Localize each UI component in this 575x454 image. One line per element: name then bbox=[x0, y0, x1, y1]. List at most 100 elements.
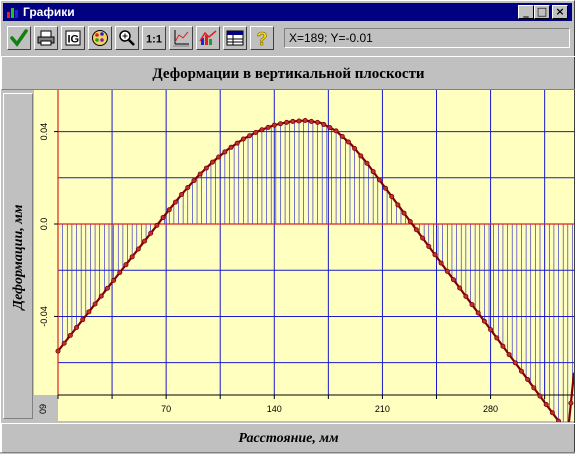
print-button[interactable] bbox=[34, 26, 58, 50]
data-point bbox=[432, 252, 438, 258]
y-axis-strip bbox=[34, 90, 58, 395]
corner-label: 09 bbox=[38, 404, 48, 414]
colors-button[interactable] bbox=[88, 26, 112, 50]
coords-readout: X=189; Y=-0.01 bbox=[284, 28, 570, 48]
checkmark-icon bbox=[10, 29, 28, 47]
data-point bbox=[506, 352, 512, 358]
data-point bbox=[104, 285, 110, 291]
y-axis-title: Деформации, мм bbox=[11, 204, 26, 310]
data-series bbox=[55, 117, 574, 422]
y-tick-label: -0.04 bbox=[39, 306, 49, 327]
data-point bbox=[463, 293, 469, 299]
data-point bbox=[469, 302, 475, 308]
data-point bbox=[315, 119, 321, 125]
chart-title: Деформации в вертикальной плоскости bbox=[1, 56, 575, 90]
chart-type-button[interactable] bbox=[196, 26, 220, 50]
data-point bbox=[148, 230, 154, 236]
help-button[interactable]: ? bbox=[250, 26, 274, 50]
data-point bbox=[55, 348, 61, 354]
axes-settings-icon bbox=[173, 30, 189, 47]
y-tick-label: 0.04 bbox=[39, 123, 49, 141]
zero-line-group bbox=[57, 90, 574, 396]
data-point bbox=[191, 178, 197, 184]
scale-1-1-icon: 1:1 bbox=[146, 34, 162, 46]
data-point bbox=[67, 332, 73, 338]
data-point bbox=[525, 377, 531, 383]
data-point bbox=[142, 238, 148, 244]
x-ticks: 70 140 210 280 bbox=[57, 395, 546, 414]
data-point bbox=[475, 310, 481, 316]
toolbar: IG 1:1 ? X=189; Y=-0.01 bbox=[3, 23, 572, 53]
data-point bbox=[321, 121, 327, 127]
data-point bbox=[537, 393, 543, 399]
x-axis-strip bbox=[58, 395, 574, 421]
data-point bbox=[549, 410, 555, 416]
x-tick-label: 210 bbox=[375, 404, 390, 414]
x-axis-title: Расстояние, мм bbox=[1, 423, 575, 453]
zoom-button[interactable] bbox=[115, 26, 139, 50]
x-tick-label: 280 bbox=[483, 404, 498, 414]
data-point bbox=[543, 401, 549, 407]
data-point bbox=[383, 185, 389, 191]
data-point bbox=[240, 136, 246, 142]
data-table-button[interactable] bbox=[223, 26, 247, 50]
data-point bbox=[444, 268, 450, 274]
data-point bbox=[327, 125, 333, 131]
data-point bbox=[556, 418, 562, 422]
data-point bbox=[61, 340, 67, 346]
data-point bbox=[450, 277, 456, 283]
chart-plot[interactable]: 70 140 210 280 -0.04 0.0 0.04 09 bbox=[34, 90, 574, 422]
axes-button[interactable] bbox=[169, 26, 193, 50]
apply-button[interactable] bbox=[7, 26, 31, 50]
data-point bbox=[98, 293, 104, 299]
data-point bbox=[352, 145, 358, 151]
data-point bbox=[488, 327, 494, 333]
data-point bbox=[228, 144, 234, 150]
data-point bbox=[389, 194, 395, 200]
app-icon bbox=[7, 8, 18, 18]
data-point bbox=[197, 171, 203, 177]
printer-icon bbox=[37, 30, 55, 46]
data-point bbox=[284, 119, 290, 125]
data-point bbox=[518, 368, 524, 374]
data-point bbox=[277, 121, 283, 127]
title-bar[interactable]: Графики _ □ × bbox=[3, 3, 572, 21]
data-point bbox=[216, 154, 222, 160]
minimize-button[interactable]: _ bbox=[518, 5, 534, 19]
data-point bbox=[308, 118, 314, 124]
data-point bbox=[401, 210, 407, 216]
data-point bbox=[364, 160, 370, 166]
data-point bbox=[481, 318, 487, 324]
data-point bbox=[172, 199, 178, 205]
svg-text:IG: IG bbox=[68, 34, 80, 46]
data-point bbox=[80, 317, 86, 323]
data-point bbox=[92, 301, 98, 307]
data-point bbox=[160, 215, 166, 221]
close-button[interactable]: × bbox=[552, 5, 568, 19]
data-point bbox=[296, 118, 302, 124]
data-point bbox=[123, 262, 129, 268]
data-point bbox=[179, 191, 185, 197]
data-point bbox=[420, 235, 426, 241]
y-ticks: -0.04 0.0 0.04 bbox=[39, 123, 58, 327]
y-axis-title-panel: Деформации, мм bbox=[3, 93, 33, 419]
data-point bbox=[271, 122, 277, 128]
maximize-button[interactable]: □ bbox=[534, 5, 550, 19]
data-point bbox=[259, 127, 265, 133]
data-point bbox=[290, 118, 296, 124]
data-point bbox=[531, 385, 537, 391]
data-point bbox=[253, 130, 259, 136]
fill-hatch bbox=[57, 120, 573, 422]
copy-button[interactable]: IG bbox=[61, 26, 85, 50]
data-point bbox=[457, 285, 463, 291]
data-point bbox=[129, 254, 135, 260]
data-point bbox=[358, 153, 364, 159]
data-point bbox=[500, 343, 506, 349]
data-point bbox=[135, 246, 141, 252]
data-point bbox=[222, 149, 228, 155]
data-point bbox=[413, 227, 419, 233]
data-point bbox=[247, 133, 253, 139]
data-point bbox=[166, 207, 172, 213]
scale-1-1-button[interactable]: 1:1 bbox=[142, 26, 166, 50]
